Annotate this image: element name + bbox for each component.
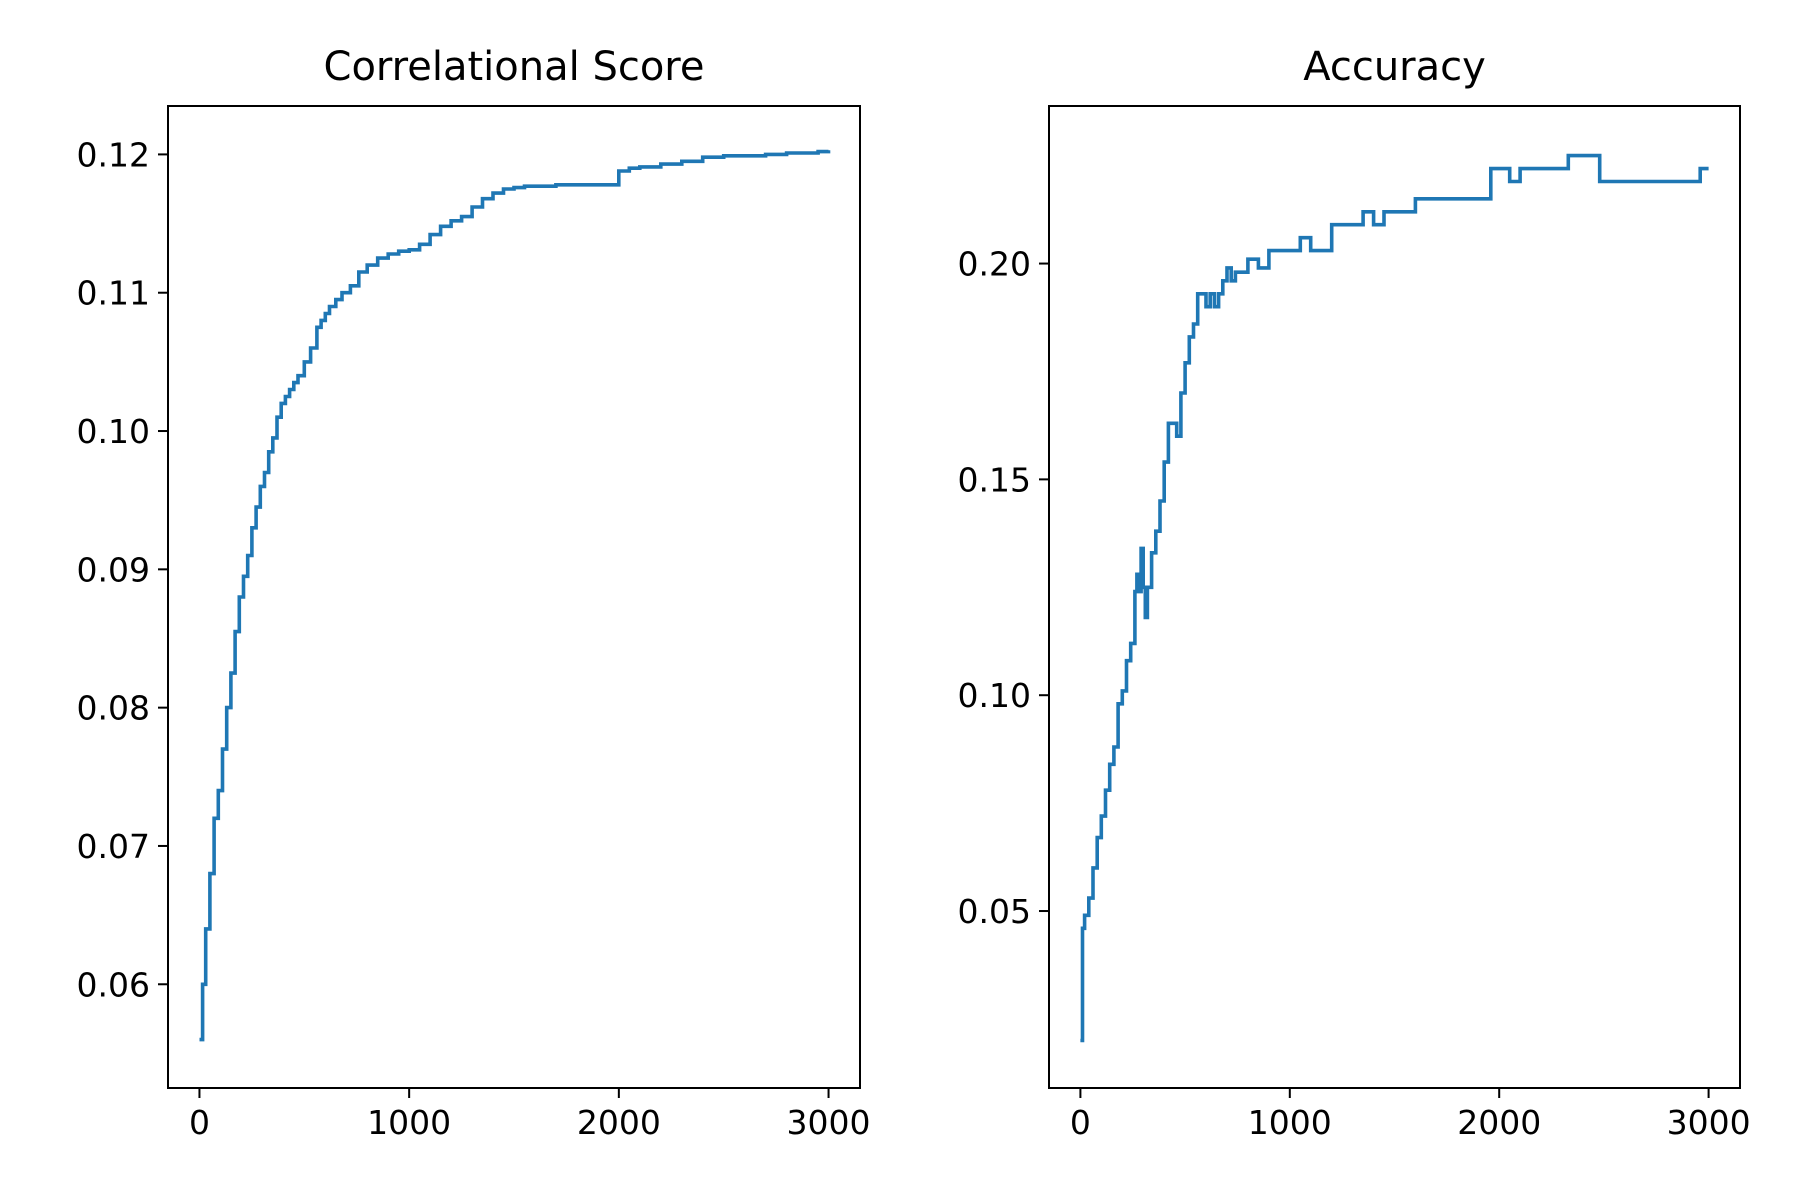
accuracy-x-tick-label: 0 — [1070, 1103, 1091, 1142]
accuracy-y-axis: 0.05 0.10 0.15 0.20 — [958, 245, 1049, 931]
accuracy-title: Accuracy — [1303, 44, 1486, 90]
correlational-score-y-tick-label: 0.12 — [77, 135, 150, 174]
accuracy-x-tick-label: 2000 — [1457, 1103, 1541, 1142]
correlational-score-axes: Correlational Score 0.06 0.07 0.08 0.09 0.10… — [77, 44, 871, 1142]
correlational-score-y-tick-label: 0.07 — [77, 827, 150, 866]
accuracy-x-tick-label: 3000 — [1667, 1103, 1751, 1142]
correlational-score-title: Correlational Score — [324, 44, 705, 90]
accuracy-marks — [1080, 153, 1709, 1043]
correlational-score-x-tick-label: 1000 — [367, 1103, 451, 1142]
accuracy-x-axis: 0 1000 2000 3000 — [1070, 1088, 1751, 1142]
correlational-score-y-tick-label: 0.06 — [77, 965, 150, 1004]
correlational-score-x-tick-label: 2000 — [577, 1103, 661, 1142]
correlational-score-y-axis: 0.06 0.07 0.08 0.09 0.10 0.11 0.12 — [77, 135, 168, 1004]
accuracy-series-line — [1080, 153, 1709, 1043]
accuracy-frame — [1048, 105, 1741, 1089]
correlational-score-frame — [167, 105, 861, 1089]
accuracy-y-tick-label: 0.20 — [958, 245, 1031, 284]
accuracy-x-tick-label: 1000 — [1248, 1103, 1332, 1142]
accuracy-axes: Accuracy 0.05 0.10 0.15 0.20 0 1000 2000 3000 — [958, 44, 1751, 1142]
correlational-score-x-axis: 0 1000 2000 3000 — [189, 1088, 871, 1142]
correlational-score-y-tick-label: 0.10 — [77, 412, 150, 451]
accuracy-y-tick-label: 0.15 — [958, 460, 1031, 499]
accuracy-y-tick-label: 0.05 — [958, 892, 1031, 931]
correlational-score-x-tick-label: 3000 — [787, 1103, 871, 1142]
correlational-score-y-tick-label: 0.09 — [77, 550, 150, 589]
accuracy-y-tick-label: 0.10 — [958, 676, 1031, 715]
correlational-score-y-tick-label: 0.11 — [77, 274, 150, 313]
correlational-score-marks — [199, 149, 831, 1042]
correlational-score-x-tick-label: 0 — [189, 1103, 210, 1142]
correlational-score-y-tick-label: 0.08 — [77, 689, 150, 728]
correlational-score-series-line — [199, 149, 831, 1042]
